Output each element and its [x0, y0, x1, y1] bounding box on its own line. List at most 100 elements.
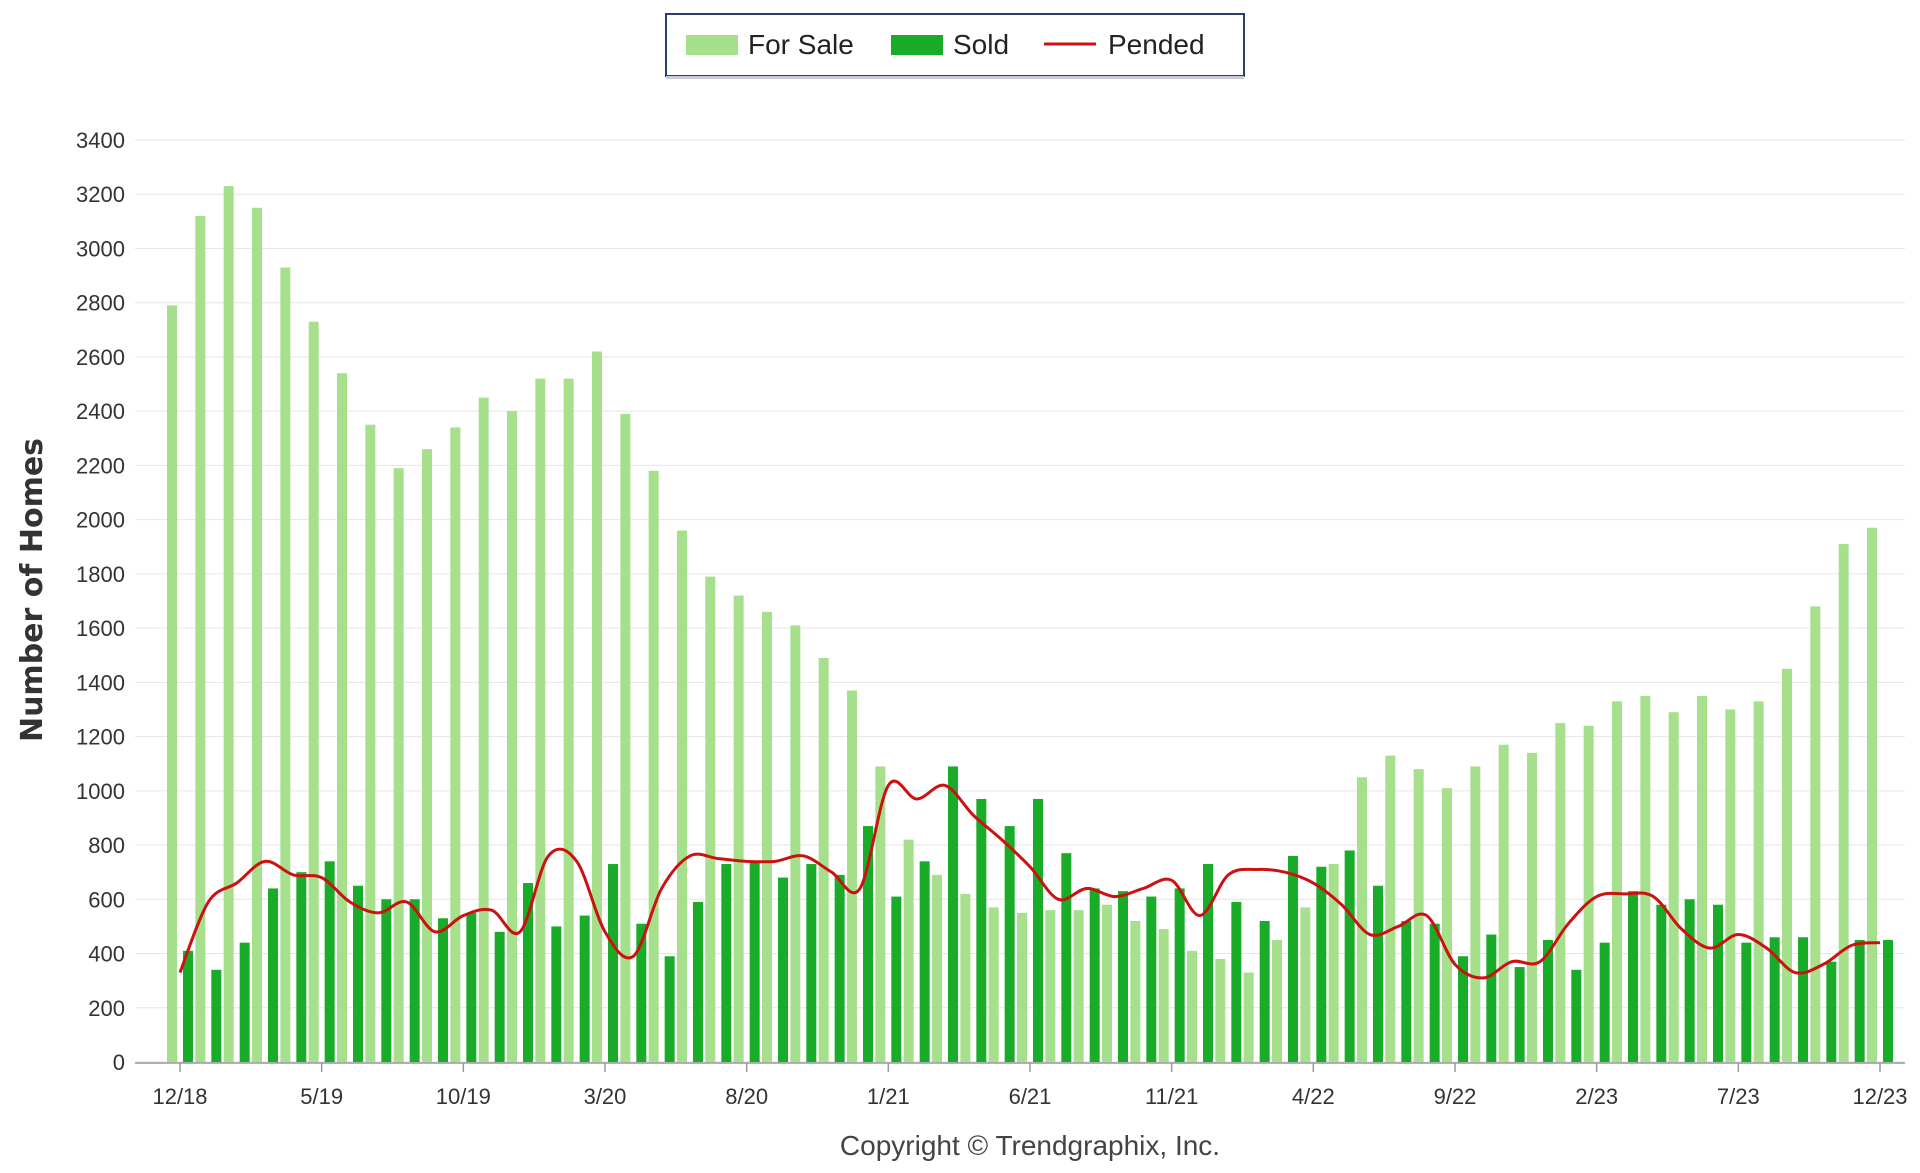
y-tick-label: 1400: [76, 670, 125, 695]
y-tick-label: 2200: [76, 453, 125, 478]
bar-for-sale: [1328, 864, 1339, 1062]
bar-for-sale: [195, 215, 206, 1062]
bar-for-sale: [1243, 972, 1254, 1062]
bar-for-sale: [790, 625, 801, 1062]
y-tick-label: 400: [88, 942, 125, 967]
x-tick-label: 10/19: [436, 1084, 491, 1109]
bar-sold: [1118, 891, 1128, 1062]
x-tick-label: 1/21: [867, 1084, 910, 1109]
sold-bars: [183, 766, 1893, 1062]
bar-sold: [1203, 864, 1213, 1062]
bar-sold: [664, 956, 675, 1062]
bar-sold: [1656, 904, 1667, 1062]
y-tick-label: 1800: [76, 562, 125, 587]
bar-sold: [579, 915, 590, 1062]
bar-sold: [1628, 891, 1638, 1062]
y-tick-label: 2600: [76, 345, 125, 370]
bar-sold: [183, 950, 193, 1062]
bar-sold: [1543, 939, 1553, 1062]
bar-for-sale: [1073, 910, 1084, 1062]
bar-for-sale: [1215, 958, 1226, 1062]
y-tick-label: 2400: [76, 399, 125, 424]
bar-sold: [409, 899, 420, 1062]
bar-for-sale: [280, 267, 291, 1062]
bar-for-sale: [592, 351, 602, 1062]
bar-sold: [324, 861, 335, 1062]
bar-for-sale: [903, 839, 914, 1062]
y-tick-label: 1200: [76, 725, 125, 750]
legend: For Sale Sold Pended: [665, 13, 1245, 79]
bar-for-sale: [535, 378, 546, 1063]
bar-for-sale: [1612, 701, 1622, 1062]
bar-for-sale: [252, 207, 262, 1062]
copyright-text: Copyright © Trendgraphix, Inc.: [840, 1130, 1220, 1161]
x-tick-label: 12/18: [152, 1084, 207, 1109]
bar-for-sale: [1470, 766, 1481, 1062]
bar-sold: [834, 874, 845, 1062]
x-tick-label: 4/22: [1292, 1084, 1335, 1109]
bar-sold: [1769, 937, 1780, 1062]
bar-for-sale: [1102, 904, 1112, 1062]
y-tick-label: 3400: [76, 128, 125, 153]
y-tick-label: 800: [88, 833, 125, 858]
bar-sold: [1854, 939, 1865, 1062]
bar-for-sale: [1725, 709, 1736, 1062]
x-tick-label: 2/23: [1575, 1084, 1618, 1109]
bar-sold: [1146, 896, 1157, 1062]
pended-line: [178, 779, 1881, 980]
bar-for-sale: [337, 373, 347, 1062]
bar-for-sale: [1527, 752, 1537, 1062]
bar-sold: [721, 864, 732, 1062]
bar-sold: [1288, 855, 1298, 1062]
bar-for-sale: [1272, 939, 1282, 1062]
bar-sold: [353, 885, 363, 1062]
legend-label-pended: Pended: [1108, 29, 1205, 60]
bar-for-sale: [1130, 920, 1141, 1062]
bar-for-sale: [1753, 701, 1764, 1062]
for-sale-bars: [167, 186, 1877, 1063]
bar-sold: [381, 899, 392, 1062]
bar-for-sale: [1442, 788, 1452, 1062]
y-tick-label: 3200: [76, 182, 125, 207]
bar-for-sale: [1810, 606, 1821, 1062]
bar-for-sale: [1045, 910, 1056, 1062]
bar-for-sale: [988, 907, 999, 1062]
bar-sold: [608, 864, 618, 1062]
bar-sold: [693, 902, 703, 1062]
legend-label-sold: Sold: [953, 29, 1009, 60]
x-tick-label: 11/21: [1145, 1084, 1198, 1109]
bar-for-sale: [1583, 725, 1594, 1062]
bar-sold: [1684, 899, 1695, 1062]
bar-sold: [1401, 920, 1412, 1062]
bar-sold: [1089, 888, 1100, 1062]
x-tick-label: 6/21: [1009, 1084, 1052, 1109]
bar-sold: [1599, 942, 1610, 1062]
bar-for-sale: [1357, 777, 1367, 1062]
bar-for-sale: [450, 427, 461, 1063]
bar-sold: [1741, 942, 1752, 1062]
bar-for-sale: [875, 766, 886, 1062]
bar-sold: [1344, 850, 1355, 1062]
bar-for-sale: [1498, 744, 1509, 1062]
bar-for-sale: [1158, 929, 1169, 1062]
bar-for-sale: [1385, 755, 1396, 1062]
bar-sold: [1259, 920, 1270, 1062]
bar-for-sale: [167, 305, 177, 1063]
bar-sold: [1033, 798, 1043, 1062]
bar-sold: [1883, 939, 1893, 1062]
bar-for-sale: [620, 413, 631, 1062]
bar-for-sale: [422, 449, 432, 1062]
legend-label-for-sale: For Sale: [748, 29, 854, 60]
y-tick-label: 1600: [76, 616, 125, 641]
bar-for-sale: [705, 576, 716, 1062]
bar-sold: [1514, 967, 1525, 1062]
bar-sold: [296, 872, 307, 1062]
bar-for-sale: [1838, 544, 1849, 1062]
x-tick-label: 9/22: [1434, 1084, 1477, 1109]
bar-sold: [976, 798, 987, 1062]
bar-sold: [1458, 956, 1468, 1062]
bar-for-sale: [1187, 950, 1197, 1062]
bar-for-sale: [365, 424, 376, 1062]
pended-line-group: [178, 779, 1881, 980]
bar-sold: [1316, 866, 1327, 1062]
